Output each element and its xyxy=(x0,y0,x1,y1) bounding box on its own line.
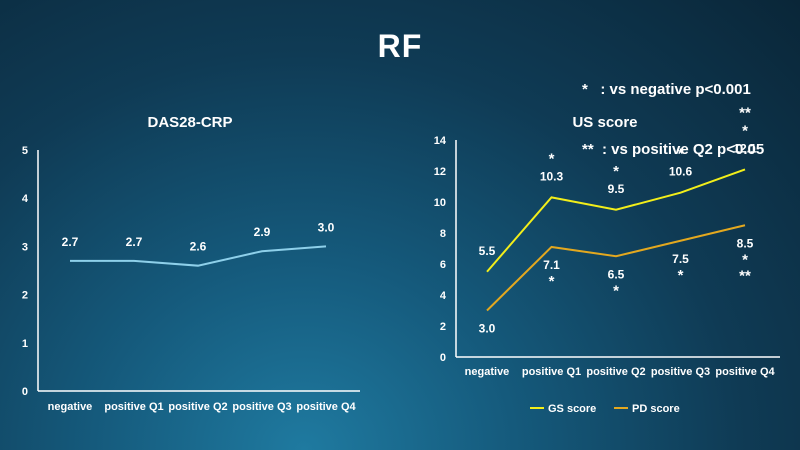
significance-note-single: * : vs negative p<0.001 xyxy=(582,81,751,98)
us-data-label: 7.5 xyxy=(672,252,689,266)
us-data-label: 12.1 xyxy=(733,141,757,155)
us-data-label: 10.6 xyxy=(669,165,693,179)
us-y-tick-label: 2 xyxy=(440,321,446,333)
us-chart-title: US score xyxy=(572,114,637,131)
das28-x-tick-label: positive Q4 xyxy=(296,401,356,413)
us-y-tick-label: 14 xyxy=(434,135,447,147)
us-data-label: 5.5 xyxy=(479,244,496,258)
us-legend-label: PD score xyxy=(632,403,680,415)
us-significance-marker: ** xyxy=(739,104,751,121)
das28-series-line-0 xyxy=(70,245,327,267)
us-x-tick-label: positive Q4 xyxy=(715,366,775,378)
das28-x-tick-label: negative xyxy=(48,401,93,413)
us-x-tick-label: positive Q3 xyxy=(651,366,710,378)
us-significance-marker: * xyxy=(678,146,684,163)
das28-y-tick-label: 1 xyxy=(22,338,28,350)
us-series-line-pd-score xyxy=(486,224,746,312)
us-legend-label: GS score xyxy=(548,403,596,415)
das28-data-label: 2.7 xyxy=(126,235,143,249)
das28-data-label: 2.9 xyxy=(254,225,271,239)
das28-y-tick-label: 0 xyxy=(22,386,28,398)
us-data-label: 7.1 xyxy=(543,258,560,272)
das28-data-label: 3.0 xyxy=(318,220,335,234)
us-y-tick-label: 6 xyxy=(440,259,446,271)
us-significance-marker: * xyxy=(742,251,748,268)
us-y-tick-label: 4 xyxy=(440,290,447,302)
us-x-tick-label: positive Q2 xyxy=(586,366,645,378)
das28-y-tick-label: 3 xyxy=(22,241,28,253)
us-significance-marker: * xyxy=(613,282,619,299)
das28-data-label: 2.6 xyxy=(190,240,207,254)
us-significance-marker: * xyxy=(549,150,555,167)
us-y-tick-label: 10 xyxy=(434,197,446,209)
us-y-tick-label: 12 xyxy=(434,166,446,178)
us-data-label: 3.0 xyxy=(479,322,496,336)
das28-data-label: 2.7 xyxy=(62,235,79,249)
das28-chart-title: DAS28-CRP xyxy=(147,114,232,131)
us-series-line-gs-score xyxy=(486,168,746,273)
us-x-tick-label: positive Q1 xyxy=(522,366,581,378)
us-significance-marker: * xyxy=(678,267,684,284)
das28-x-tick-label: positive Q3 xyxy=(232,401,291,413)
das28-x-tick-label: positive Q1 xyxy=(104,401,163,413)
us-data-label: 8.5 xyxy=(737,236,754,250)
das28-x-tick-label: positive Q2 xyxy=(168,401,227,413)
us-y-tick-label: 0 xyxy=(440,352,446,364)
significance-note-double: ** : vs positive Q2 p<0.05 xyxy=(582,141,765,158)
us-significance-marker: * xyxy=(613,163,619,180)
us-significance-marker: * xyxy=(742,122,748,139)
das28-y-tick-label: 4 xyxy=(22,193,29,205)
das28-y-tick-label: 2 xyxy=(22,290,28,302)
us-data-label: 10.3 xyxy=(540,169,564,183)
significance-legend: * : vs negative p<0.001 ** : vs positive… xyxy=(582,40,764,180)
page-title: RF xyxy=(377,28,423,64)
us-y-tick-label: 8 xyxy=(440,228,446,240)
us-data-label: 6.5 xyxy=(608,267,625,281)
us-significance-marker: ** xyxy=(739,267,751,284)
das28-y-tick-label: 5 xyxy=(22,145,28,157)
us-significance-marker: * xyxy=(549,273,555,290)
us-x-tick-label: negative xyxy=(465,366,510,378)
us-data-label: 9.5 xyxy=(608,182,625,196)
